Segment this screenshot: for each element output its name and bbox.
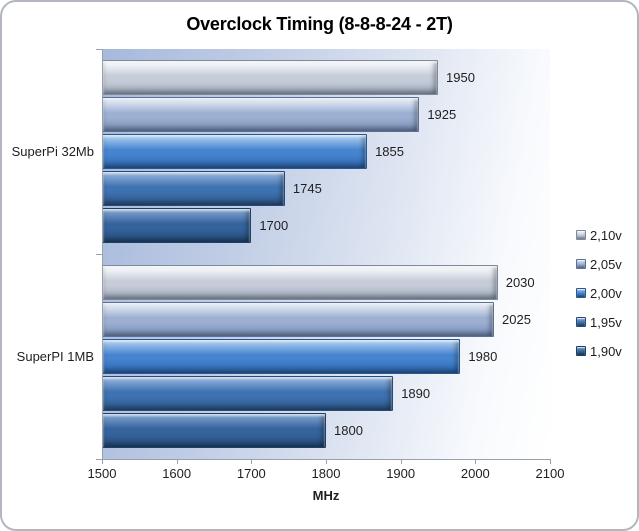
legend-label: 1,90v [590, 343, 622, 359]
bar [102, 339, 461, 374]
category-axis-line [102, 49, 103, 460]
x-tick-label: 1800 [311, 466, 341, 481]
x-tick-label: 2100 [535, 466, 565, 481]
bar-row: 1925 [102, 97, 550, 132]
legend-swatch-icon [576, 317, 586, 327]
bar-row: 1950 [102, 60, 550, 95]
bar-row: 1800 [102, 413, 550, 448]
bar-value-label: 1855 [375, 144, 404, 159]
bar-value-label: 1980 [468, 349, 498, 364]
bar [102, 208, 252, 243]
legend-label: 2,10v [590, 227, 622, 243]
legend-item: 1,95v [576, 311, 622, 333]
x-tick [102, 460, 103, 464]
x-tick [475, 460, 477, 464]
bar [102, 134, 368, 169]
category-tick [96, 254, 102, 255]
bar-row: 2025 [102, 302, 550, 337]
x-axis-title: MHz [312, 488, 340, 503]
bar-value-label: 1890 [401, 386, 431, 401]
x-tick [326, 460, 327, 464]
category-label: SuperPI 1MB [16, 348, 94, 364]
bar-row: 1745 [102, 171, 550, 206]
legend-label: 1,95v [590, 314, 622, 330]
bar-value-label: 2025 [502, 312, 531, 327]
bar [102, 413, 326, 448]
plot-area: 1950 1925 1855 1745 1700 2030 2025 1980 1890 1800 [102, 49, 550, 459]
bar [102, 265, 498, 300]
bar-value-label: 1800 [334, 423, 363, 438]
category-tick [96, 49, 102, 50]
legend-item: 1,90v [576, 340, 622, 362]
category-label: SuperPi 32Mb [11, 143, 94, 159]
x-tick-label: 1700 [236, 466, 266, 481]
legend-label: 2,00v [590, 285, 622, 301]
x-tick-label: 2000 [460, 466, 490, 481]
legend-swatch-icon [576, 230, 586, 240]
bar [102, 60, 438, 95]
bar [102, 302, 494, 337]
bar-row: 2030 [102, 265, 550, 300]
legend-item: 2,00v [576, 282, 622, 304]
bar [102, 171, 285, 206]
bar-group: 2030 2025 1980 1890 1800 [102, 254, 550, 459]
legend-swatch-icon [576, 288, 586, 298]
bar-value-label: 1700 [259, 218, 289, 233]
bar-row: 1855 [102, 134, 550, 169]
bar [102, 376, 394, 411]
legend-swatch-icon [576, 259, 586, 269]
bar-row: 1890 [102, 376, 550, 411]
x-tick-label: 1600 [162, 466, 192, 481]
x-tick [550, 460, 551, 464]
legend-label: 2,05v [590, 256, 622, 272]
legend-item: 2,10v [576, 224, 622, 246]
x-tick [251, 460, 253, 464]
bar-value-label: 2030 [505, 275, 535, 290]
legend-swatch-icon [576, 346, 586, 356]
bar-row: 1700 [102, 208, 550, 243]
x-tick [176, 460, 178, 464]
bar-row: 1980 [102, 339, 550, 374]
value-axis-line [96, 459, 551, 460]
legend-item: 2,05v [576, 253, 622, 275]
bar [102, 97, 420, 132]
x-tick [400, 460, 402, 464]
x-tick-label: 1900 [386, 466, 416, 481]
bar-value-label: 1950 [446, 70, 475, 85]
bar-value-label: 1745 [292, 181, 322, 196]
category-tick [96, 459, 102, 460]
x-tick-label: 1500 [87, 466, 117, 481]
legend: 2,10v 2,05v 2,00v 1,95v 1,90v [576, 224, 622, 362]
chart-title: Overclock Timing (8-8-8-24 - 2T) [186, 14, 453, 34]
bar-group: 1950 1925 1855 1745 1700 [102, 49, 550, 254]
bar-value-label: 1925 [427, 107, 457, 122]
